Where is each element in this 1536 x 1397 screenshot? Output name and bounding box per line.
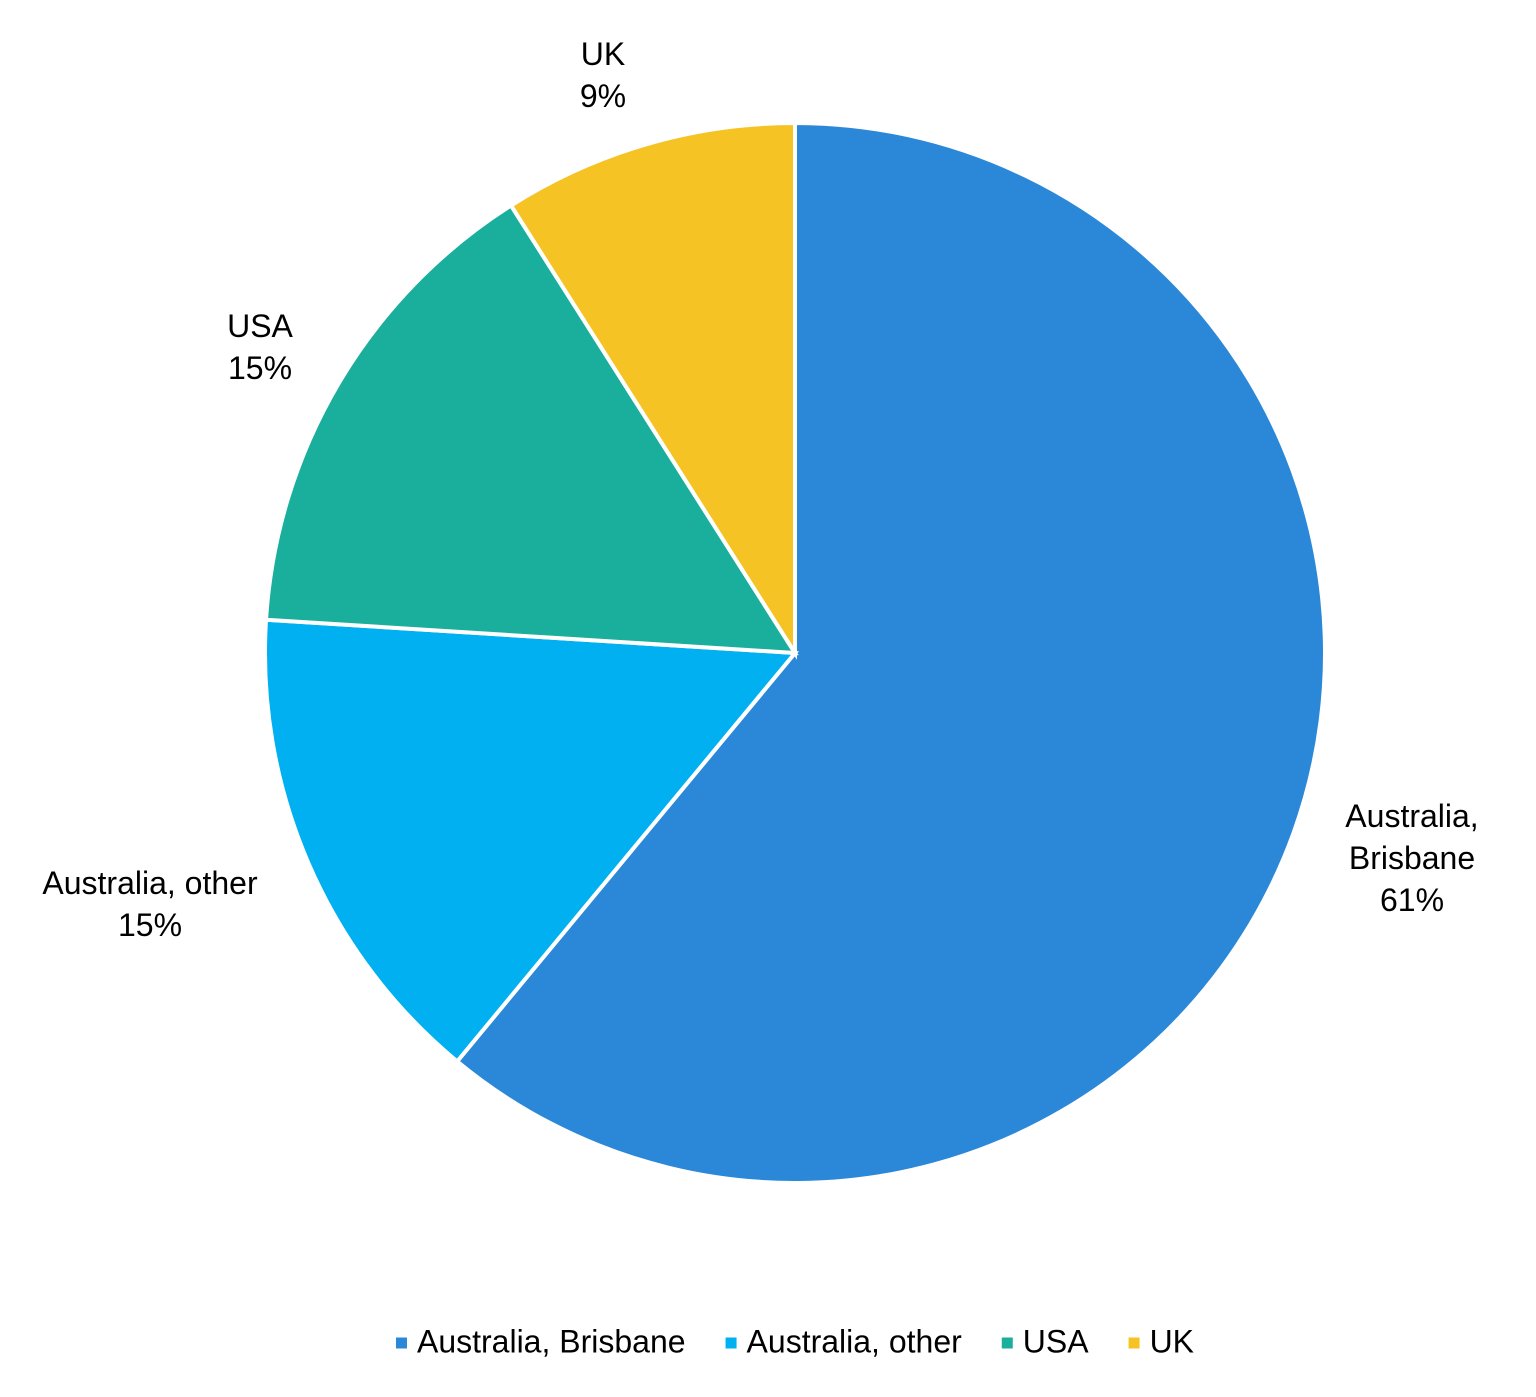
label-category: USA xyxy=(227,308,293,344)
data-label-text: Australia, Brisbane 61% xyxy=(1322,795,1502,921)
legend-swatch xyxy=(725,1337,737,1349)
label-category: Australia, Brisbane xyxy=(1345,798,1479,876)
data-label-text: UK 9% xyxy=(503,33,703,117)
pie-slice xyxy=(508,120,797,660)
data-label: USA 15% xyxy=(160,305,360,389)
legend-label: Australia, Brisbane xyxy=(417,1323,686,1359)
pie-slice xyxy=(454,120,1327,1185)
data-label-text: Australia, other 15% xyxy=(0,862,310,946)
label-category: UK xyxy=(580,36,626,72)
label-value: 61% xyxy=(1379,882,1445,918)
data-label: Australia, other 15% xyxy=(0,862,310,946)
pie-slice xyxy=(263,617,800,1065)
legend-swatch xyxy=(1128,1337,1140,1349)
label-value: 15% xyxy=(227,350,293,386)
label-category: Australia, other xyxy=(42,865,258,901)
pie-slice xyxy=(263,202,799,656)
data-label: UK 9% xyxy=(503,33,703,117)
legend-label: Australia, other xyxy=(747,1323,963,1359)
legend-label: USA xyxy=(1023,1323,1089,1359)
data-label: Australia, Brisbane 61% xyxy=(1322,795,1502,921)
label-value: 15% xyxy=(117,907,183,943)
legend-swatch xyxy=(395,1337,407,1349)
legend: Australia, Brisbane Australia, other USA UK xyxy=(395,1323,1194,1359)
label-value: 9% xyxy=(579,78,627,114)
data-label-text: USA 15% xyxy=(160,305,360,389)
legend-label: UK xyxy=(1150,1323,1194,1359)
legend-swatch xyxy=(1001,1337,1013,1349)
